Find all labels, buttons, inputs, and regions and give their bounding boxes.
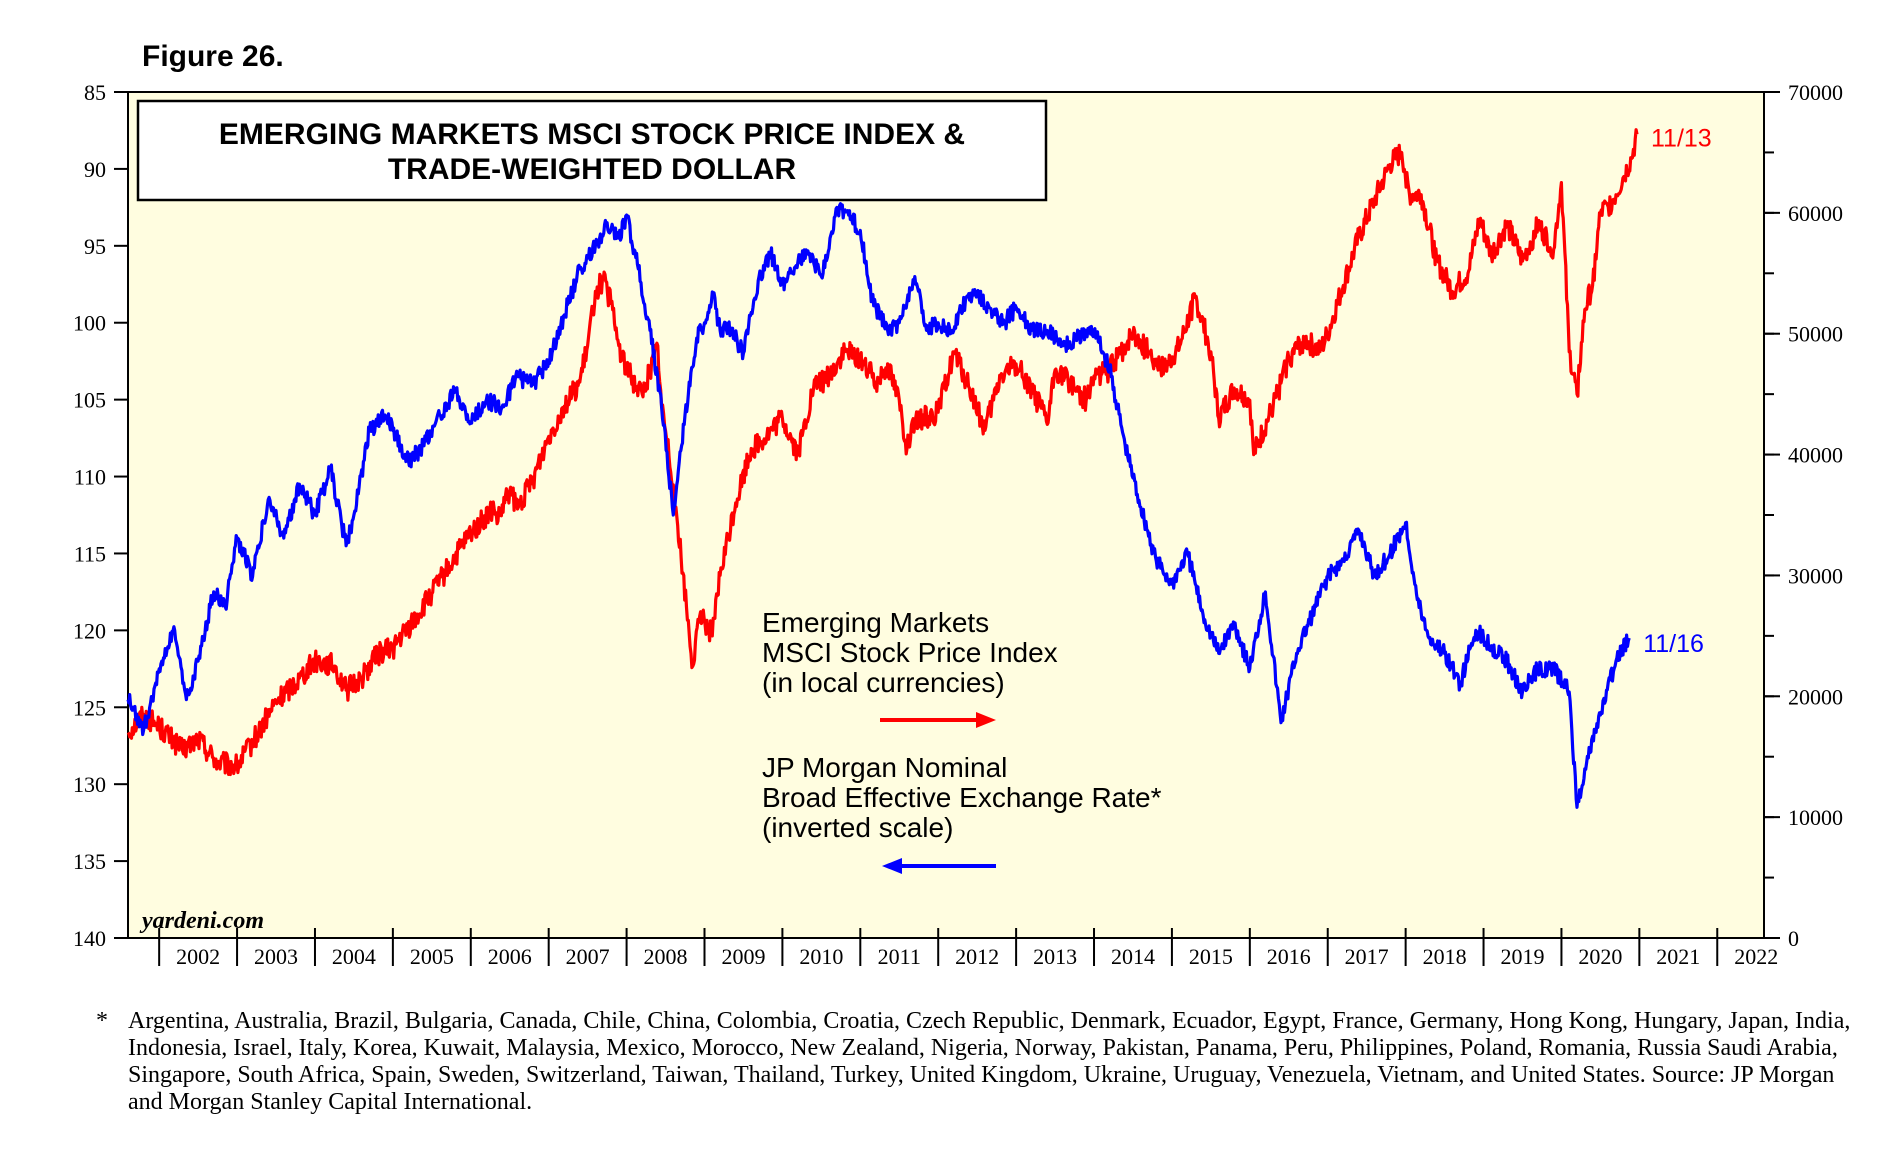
x-tick-label: 2016 <box>1267 944 1311 969</box>
x-tick-label: 2011 <box>878 944 921 969</box>
x-tick-label: 2020 <box>1578 944 1622 969</box>
chart: 85 90 95 100 105 110 115 120 125 130 135 140 0 10000… <box>73 80 1843 969</box>
chart-title-box: EMERGING MARKETS MSCI STOCK PRICE INDEX … <box>136 99 1048 202</box>
x-tick-label: 2002 <box>176 944 220 969</box>
x-tick-label: 2003 <box>254 944 298 969</box>
left-tick-label: 85 <box>84 80 106 105</box>
left-tick-label: 140 <box>73 926 106 951</box>
left-axis: 85 90 95 100 105 110 115 120 125 130 135 140 <box>73 80 128 951</box>
x-tick-label: 2012 <box>955 944 999 969</box>
left-tick-label: 115 <box>74 541 106 566</box>
footnote-marker: * <box>96 1008 108 1034</box>
legend-blue-line-2: Broad Effective Exchange Rate* <box>762 782 1162 813</box>
x-tick-label: 2010 <box>799 944 843 969</box>
end-label-red: 11/13 <box>1651 124 1712 152</box>
end-label-blue: 11/16 <box>1643 630 1704 658</box>
left-tick-label: 105 <box>73 388 106 413</box>
x-tick-label: 2009 <box>721 944 765 969</box>
x-tick-label: 2005 <box>410 944 454 969</box>
series-line-jpm-dollar <box>126 202 1631 809</box>
left-tick-label: 90 <box>84 157 106 182</box>
x-axis: 2002 2003 2004 2005 2006 2007 2008 2009 2010 2011… <box>158 928 1778 969</box>
legend-red-line-1: Emerging Markets <box>762 607 989 638</box>
x-tick-label: 2004 <box>332 944 376 969</box>
left-tick-label: 95 <box>84 234 106 259</box>
left-tick-label: 130 <box>73 772 106 797</box>
series-layer: 11/13 11/16 <box>126 124 1712 809</box>
legend-blue-arrow-icon <box>882 858 996 874</box>
x-tick-label: 2007 <box>566 944 610 969</box>
x-tick-label: 2018 <box>1423 944 1467 969</box>
left-tick-label: 110 <box>74 465 106 490</box>
chart-title-line-1: EMERGING MARKETS MSCI STOCK PRICE INDEX … <box>219 118 965 151</box>
x-tick-label: 2008 <box>644 944 688 969</box>
left-tick-label: 135 <box>73 849 106 874</box>
legend-blue-line-3: (inverted scale) <box>762 812 953 843</box>
right-tick-label: 60000 <box>1788 201 1843 226</box>
right-axis: 0 10000 20000 30000 40000 50000 60000 70000 <box>1764 80 1843 951</box>
right-tick-label: 30000 <box>1788 563 1843 588</box>
right-tick-label: 20000 <box>1788 684 1843 709</box>
source-credit: yardeni.com <box>139 908 264 934</box>
x-tick-label: 2021 <box>1656 944 1700 969</box>
legend-red-line-2: MSCI Stock Price Index <box>762 637 1058 668</box>
plot-background <box>127 91 1765 939</box>
legend: Emerging Markets MSCI Stock Price Index … <box>762 607 1162 874</box>
left-tick-label: 100 <box>73 311 106 336</box>
x-tick-label: 2022 <box>1734 944 1778 969</box>
right-tick-label: 0 <box>1788 926 1799 951</box>
x-tick-label: 2017 <box>1345 944 1389 969</box>
right-tick-label: 50000 <box>1788 322 1843 347</box>
right-tick-label: 70000 <box>1788 80 1843 105</box>
x-tick-label: 2006 <box>488 944 532 969</box>
right-tick-label: 40000 <box>1788 443 1843 468</box>
x-tick-label: 2013 <box>1033 944 1077 969</box>
series-line-msci-em <box>126 128 1639 777</box>
x-tick-label: 2015 <box>1189 944 1233 969</box>
x-tick-label: 2014 <box>1111 944 1155 969</box>
chart-title-line-2: TRADE-WEIGHTED DOLLAR <box>388 153 797 186</box>
figure-label: Figure 26. <box>142 40 284 73</box>
footnote-text: Argentina, Australia, Brazil, Bulgaria, … <box>128 1008 1851 1115</box>
legend-red-line-3: (in local currencies) <box>762 667 1005 698</box>
left-tick-label: 125 <box>73 695 106 720</box>
right-tick-label: 10000 <box>1788 805 1843 830</box>
x-tick-label: 2019 <box>1500 944 1544 969</box>
legend-red-arrow-icon <box>880 712 996 728</box>
legend-blue-line-1: JP Morgan Nominal <box>762 752 1007 783</box>
left-tick-label: 120 <box>73 618 106 643</box>
